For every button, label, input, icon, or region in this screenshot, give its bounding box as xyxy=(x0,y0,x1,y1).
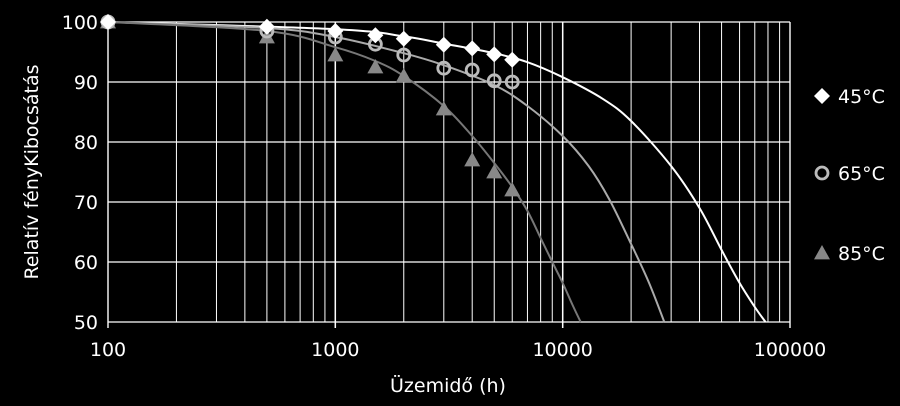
data-point-triangle xyxy=(504,182,521,197)
fit-curve-layer xyxy=(107,21,767,323)
data-point-diamond xyxy=(327,23,344,39)
data-point-triangle xyxy=(395,68,412,83)
data-point-diamond xyxy=(435,36,452,53)
legend-label: 65°C xyxy=(838,163,885,185)
data-point-triangle xyxy=(486,164,503,179)
x-axis-title: Üzemidő (h) xyxy=(390,374,506,397)
data-point-circle xyxy=(436,60,452,76)
data-point-diamond xyxy=(486,46,503,63)
data-point-triangle xyxy=(327,47,344,62)
data-point-diamond xyxy=(504,51,521,68)
data-point-diamond xyxy=(395,30,412,47)
fit-curve-line xyxy=(107,21,666,323)
data-point-circle xyxy=(814,165,830,181)
tick-label-layer: 100 1000 10000 100000 50 60 70 80 90 100 xyxy=(62,12,827,361)
data-point-circle xyxy=(504,74,520,90)
y-tick-label: 70 xyxy=(74,192,98,214)
data-point-circle xyxy=(464,62,480,78)
grid-layer xyxy=(107,21,791,328)
y-axis-title: Relatív fényKibocsátás xyxy=(21,64,43,279)
data-point-diamond xyxy=(258,18,275,35)
legend-label: 45°C xyxy=(838,86,885,108)
x-tick-label: 1000 xyxy=(311,339,359,361)
data-point-diamond xyxy=(367,27,384,44)
data-point-triangle xyxy=(464,152,481,167)
data-point-circle xyxy=(486,73,502,89)
x-tick-label: 100 xyxy=(90,339,126,361)
x-tick-label: 10000 xyxy=(532,339,592,361)
data-point-diamond xyxy=(464,40,481,57)
data-point-circle xyxy=(396,47,412,63)
legend-label: 85°C xyxy=(838,243,885,265)
fit-curve-line xyxy=(107,21,767,323)
data-point-diamond xyxy=(100,14,116,30)
y-tick-label: 90 xyxy=(74,72,98,94)
y-tick-label: 50 xyxy=(74,312,98,334)
y-tick-label: 80 xyxy=(74,132,98,154)
data-point-triangle xyxy=(435,101,452,116)
data-point-triangle xyxy=(367,59,384,74)
legend: 45°C 65°C 85°C xyxy=(814,86,885,265)
x-tick-label: 100000 xyxy=(754,339,827,361)
data-point-layer xyxy=(100,14,521,197)
y-tick-label: 100 xyxy=(62,12,98,34)
fit-curve-line xyxy=(107,21,582,323)
y-tick-label: 60 xyxy=(74,252,98,274)
data-point-triangle xyxy=(814,245,830,260)
data-point-diamond xyxy=(814,88,830,104)
